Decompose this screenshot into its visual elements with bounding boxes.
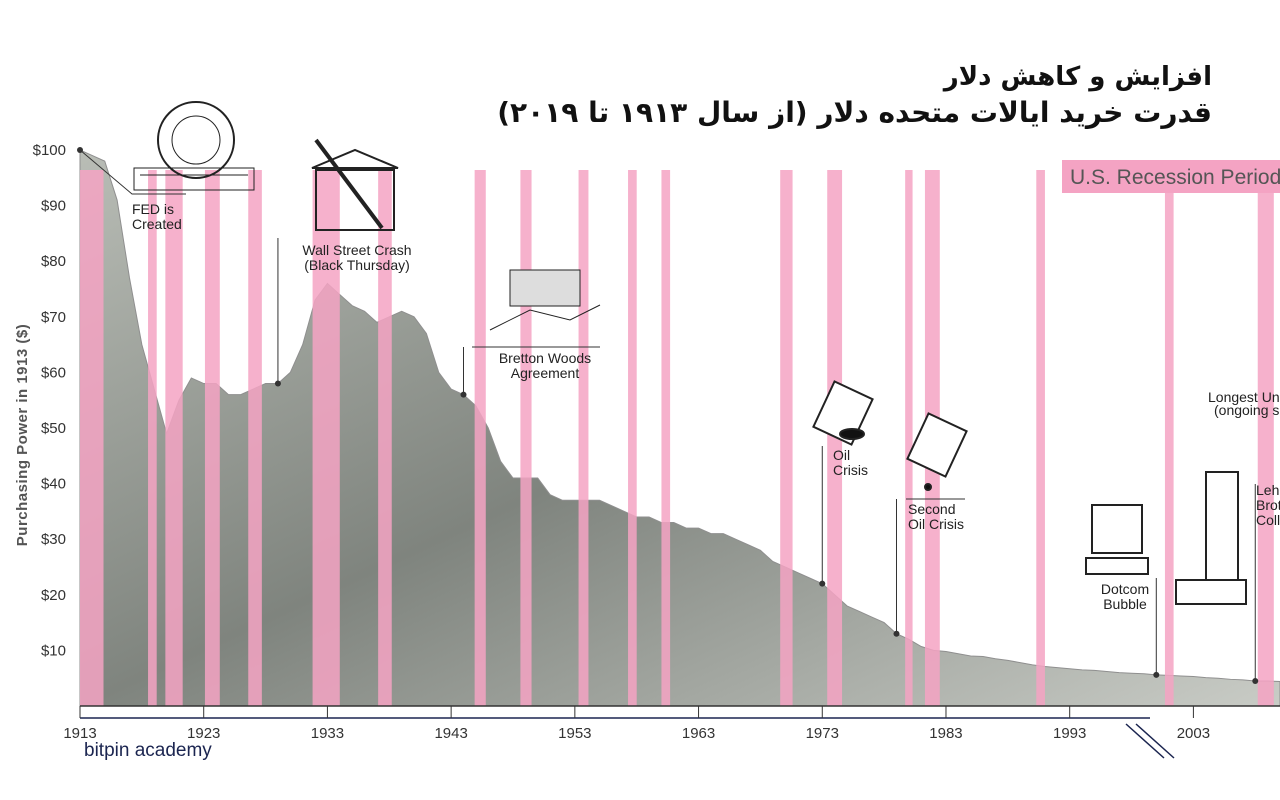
annotation-label: FED is [132, 201, 174, 217]
recession-bar [204, 170, 220, 706]
annotation-label: Agreement [511, 365, 580, 381]
fed-icon [133, 101, 255, 191]
annotation-label: Brothers [1256, 497, 1280, 513]
recession-bar [780, 170, 793, 706]
annotation-label: Crisis [833, 462, 868, 478]
barrel-icon [812, 380, 968, 491]
y-tick-label: $70 [41, 309, 66, 326]
event-dot [893, 630, 900, 637]
event-dot [77, 147, 83, 153]
recession-bar [165, 170, 183, 706]
y-tick-label: $40 [41, 476, 66, 493]
annotation-label: Bretton Woods [499, 350, 591, 366]
chart-title: افزایش و کاهش دلار [943, 62, 1212, 92]
recession-bar [578, 170, 589, 706]
x-tick-label: 1943 [434, 725, 467, 742]
bank-icon [311, 138, 399, 231]
recession-bar [1164, 170, 1174, 706]
recession-bar [378, 170, 392, 706]
x-tick-label: 1953 [558, 725, 591, 742]
y-tick-label: $90 [41, 198, 66, 215]
y-tick-label: $100 [33, 142, 66, 159]
annotation-label: (Black Thursday) [304, 257, 410, 273]
event-dot [819, 580, 826, 587]
recession-bar [827, 170, 843, 706]
recession-bar [1036, 170, 1045, 706]
event-dot [274, 380, 281, 387]
coins-icon [489, 269, 601, 331]
annotation-label: Bubble [1103, 596, 1147, 612]
y-tick-label: $80 [41, 253, 66, 270]
chart-subtitle: قدرت خرید ایالات متحده دلار (از سال ۱۹۱۳… [497, 96, 1212, 129]
annotation-label: Lehman [1256, 482, 1280, 498]
y-tick-label: $50 [41, 420, 66, 437]
event-dot [460, 391, 467, 398]
computer-icon [1085, 504, 1149, 575]
y-axis-label: Purchasing Power in 1913 ($) [14, 324, 31, 546]
y-tick-label: $10 [41, 642, 66, 659]
leader-line [79, 149, 186, 195]
annotation-label: Second [908, 501, 955, 517]
note-label: Longest Uninterrupted Expansion [1208, 389, 1280, 405]
annotation-label: Dotcom [1101, 581, 1149, 597]
legend-label: U.S. Recession Periods [1070, 166, 1280, 189]
annotation-label: Oil [833, 447, 850, 463]
y-tick-label: $60 [41, 364, 66, 381]
event-dot [1252, 677, 1259, 684]
annotation-label: Collapse [1256, 512, 1280, 528]
note-label: (ongoing since 2009) [1214, 402, 1280, 418]
recession-bar [628, 170, 637, 706]
recession-bar [312, 170, 340, 706]
recession-bar [148, 170, 157, 706]
x-tick-label: 1973 [806, 725, 839, 742]
x-tick-label: 2003 [1177, 725, 1210, 742]
x-tick-label: 1993 [1053, 725, 1086, 742]
annotation-label: Oil Crisis [908, 516, 964, 532]
x-tick-label: 1913 [63, 725, 96, 742]
event-dot [1153, 671, 1160, 678]
tower-icon [1175, 471, 1247, 605]
recession-bar [661, 170, 671, 706]
recession-bar [520, 170, 532, 706]
y-tick-label: $30 [41, 531, 66, 548]
recession-bar [248, 170, 262, 706]
recession-bar [1257, 170, 1274, 706]
recession-bar [905, 170, 913, 706]
axis-break [1125, 723, 1165, 759]
legend-swatch [1062, 160, 1280, 193]
y-tick-label: $20 [41, 587, 66, 604]
x-tick-label: 1933 [311, 725, 344, 742]
axis-break [1135, 723, 1175, 759]
annotation-label: Created [132, 216, 182, 232]
footer: bitpin academy [84, 740, 212, 761]
x-tick-label: 1983 [929, 725, 962, 742]
recession-bar [474, 170, 486, 706]
x-tick-label: 1963 [682, 725, 715, 742]
recession-bar [80, 170, 104, 706]
annotation-label: Wall Street Crash [302, 242, 411, 258]
x-tick-label: 1923 [187, 725, 220, 742]
